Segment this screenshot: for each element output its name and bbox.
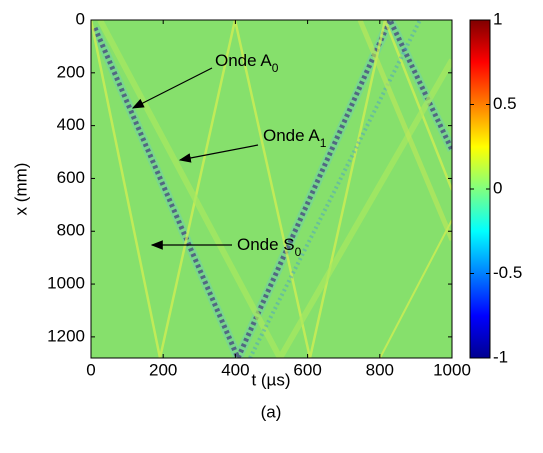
annotation-text: Onde A: [215, 51, 272, 70]
annotation-subscript: 1: [320, 136, 327, 150]
plot-frame: [90, 19, 453, 359]
y-tick-label: 200: [57, 62, 85, 81]
y-tick-label: 1200: [47, 326, 85, 345]
annotation-text: Onde S: [237, 235, 295, 254]
y-tick-label: 0: [76, 9, 85, 28]
annotation: Onde A1: [263, 126, 327, 150]
annotation-subscript: 0: [295, 245, 302, 259]
y-tick-label: 400: [57, 115, 85, 134]
colorbar-tick-label: 1: [493, 9, 502, 28]
colorbar-tick-label: 0: [493, 178, 502, 197]
x-tick-label: 200: [149, 360, 177, 379]
colorbar-tick-label: 0.5: [493, 94, 517, 113]
x-tick-label: 1000: [433, 360, 471, 379]
y-tick-label: 1000: [47, 274, 85, 293]
caption: (a): [261, 402, 282, 421]
x-tick-label: 0: [86, 360, 95, 379]
colorbar-tick-label: -1: [493, 347, 508, 366]
x-axis-label: t (µs): [251, 370, 290, 389]
arrow: [178, 144, 259, 163]
annotation-text: Onde A: [263, 126, 320, 145]
colorbar-tick-label: -0.5: [493, 263, 522, 282]
arrow: [131, 67, 213, 109]
y-tick-label: 600: [57, 168, 85, 187]
wave-pattern: [91, 20, 452, 358]
annotation-subscript: 0: [272, 61, 279, 75]
x-tick-label: 800: [366, 360, 394, 379]
y-axis-label: x (mm): [11, 163, 30, 216]
annotation: Onde S0: [237, 235, 302, 259]
annotation: Onde A0: [215, 51, 279, 75]
x-tick-label: 400: [221, 360, 249, 379]
x-tick-label: 600: [293, 360, 321, 379]
y-tick-label: 800: [57, 221, 85, 240]
